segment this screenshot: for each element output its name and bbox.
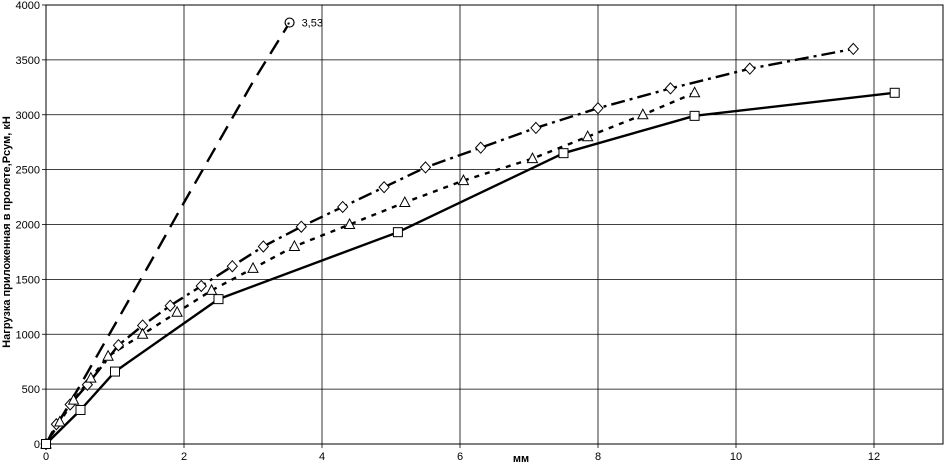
y-tick-label: 2000 — [16, 220, 40, 232]
circle-marker — [284, 17, 295, 28]
diamond-marker — [195, 279, 207, 293]
y-tick-label: 4000 — [16, 0, 40, 12]
x-tick-label: 8 — [595, 451, 601, 463]
diamond-marker — [475, 141, 487, 154]
series-line-long-dash — [44, 21, 291, 445]
diamond-marker — [112, 338, 125, 352]
y-tick-label: 3000 — [16, 110, 40, 122]
square-marker — [213, 294, 224, 305]
square-marker — [558, 148, 569, 159]
x-tick-label: 12 — [868, 451, 880, 463]
diamond-marker — [664, 82, 677, 95]
x-tick-label: 0 — [43, 451, 49, 463]
square-marker — [689, 110, 700, 121]
y-tick-label: 500 — [22, 384, 40, 396]
triangle-marker — [398, 195, 411, 208]
series-line-dotted — [44, 91, 696, 445]
triangle-marker — [343, 217, 356, 229]
diamond-marker — [530, 121, 542, 135]
diamond-marker — [257, 240, 270, 253]
diamond-marker — [378, 180, 390, 194]
square-marker — [392, 227, 403, 238]
y-tick-label: 1000 — [16, 329, 40, 341]
square-marker — [889, 87, 900, 98]
y-axis-label: Нагрузка приложенная в пролете,Рсум, кН — [1, 116, 13, 348]
diamond-marker — [592, 101, 604, 115]
triangle-marker — [688, 86, 701, 98]
x-tick-label: 6 — [457, 451, 463, 463]
tick-labels: 0 500 1000 1500 2000 2500 3000 3500 4000 0 2 4 6 8 10 1… — [16, 0, 881, 463]
triangle-marker — [136, 327, 149, 339]
square-marker — [75, 404, 86, 415]
y-tick-label: 2500 — [16, 165, 40, 177]
axes — [42, 4, 944, 448]
x-axis-label: мм — [513, 453, 529, 464]
y-tick-label: 0 — [34, 439, 40, 451]
diamond-marker — [744, 62, 756, 75]
diamond-marker — [295, 220, 307, 233]
diamond-marker — [847, 42, 859, 56]
square-marker — [110, 366, 120, 377]
triangle-marker — [171, 305, 183, 317]
triangle-marker — [85, 371, 97, 383]
diamond-marker — [419, 161, 432, 174]
triangle-marker — [457, 174, 470, 186]
diamond-marker — [164, 299, 176, 312]
y-tick-label: 3500 — [16, 55, 40, 67]
y-tick-label: 1500 — [16, 274, 40, 286]
triangle-marker — [102, 349, 114, 361]
diamond-marker — [226, 259, 238, 273]
triangle-marker — [526, 152, 539, 164]
triangle-marker — [67, 393, 80, 405]
triangle-marker — [637, 108, 649, 120]
x-tick-label: 10 — [730, 451, 742, 463]
series-line-solid — [45, 91, 895, 445]
annotations: 3,53 — [284, 17, 323, 30]
square-marker — [41, 439, 51, 449]
triangle-marker — [581, 130, 594, 142]
triangle-marker — [288, 239, 301, 251]
x-tick-label: 4 — [319, 451, 325, 463]
triangle-marker — [205, 283, 218, 295]
series-lines — [44, 21, 895, 445]
x-tick-label: 2 — [181, 451, 187, 463]
circle-marker-dot — [287, 22, 290, 25]
grid — [45, 4, 943, 445]
series-markers — [40, 42, 900, 451]
triangle-marker — [53, 415, 66, 427]
diamond-marker — [337, 200, 349, 214]
plot-area — [45, 4, 944, 445]
triangle-marker — [247, 261, 259, 273]
annotation-label: 3,53 — [302, 18, 323, 30]
series-line-dash-dot — [44, 47, 854, 445]
